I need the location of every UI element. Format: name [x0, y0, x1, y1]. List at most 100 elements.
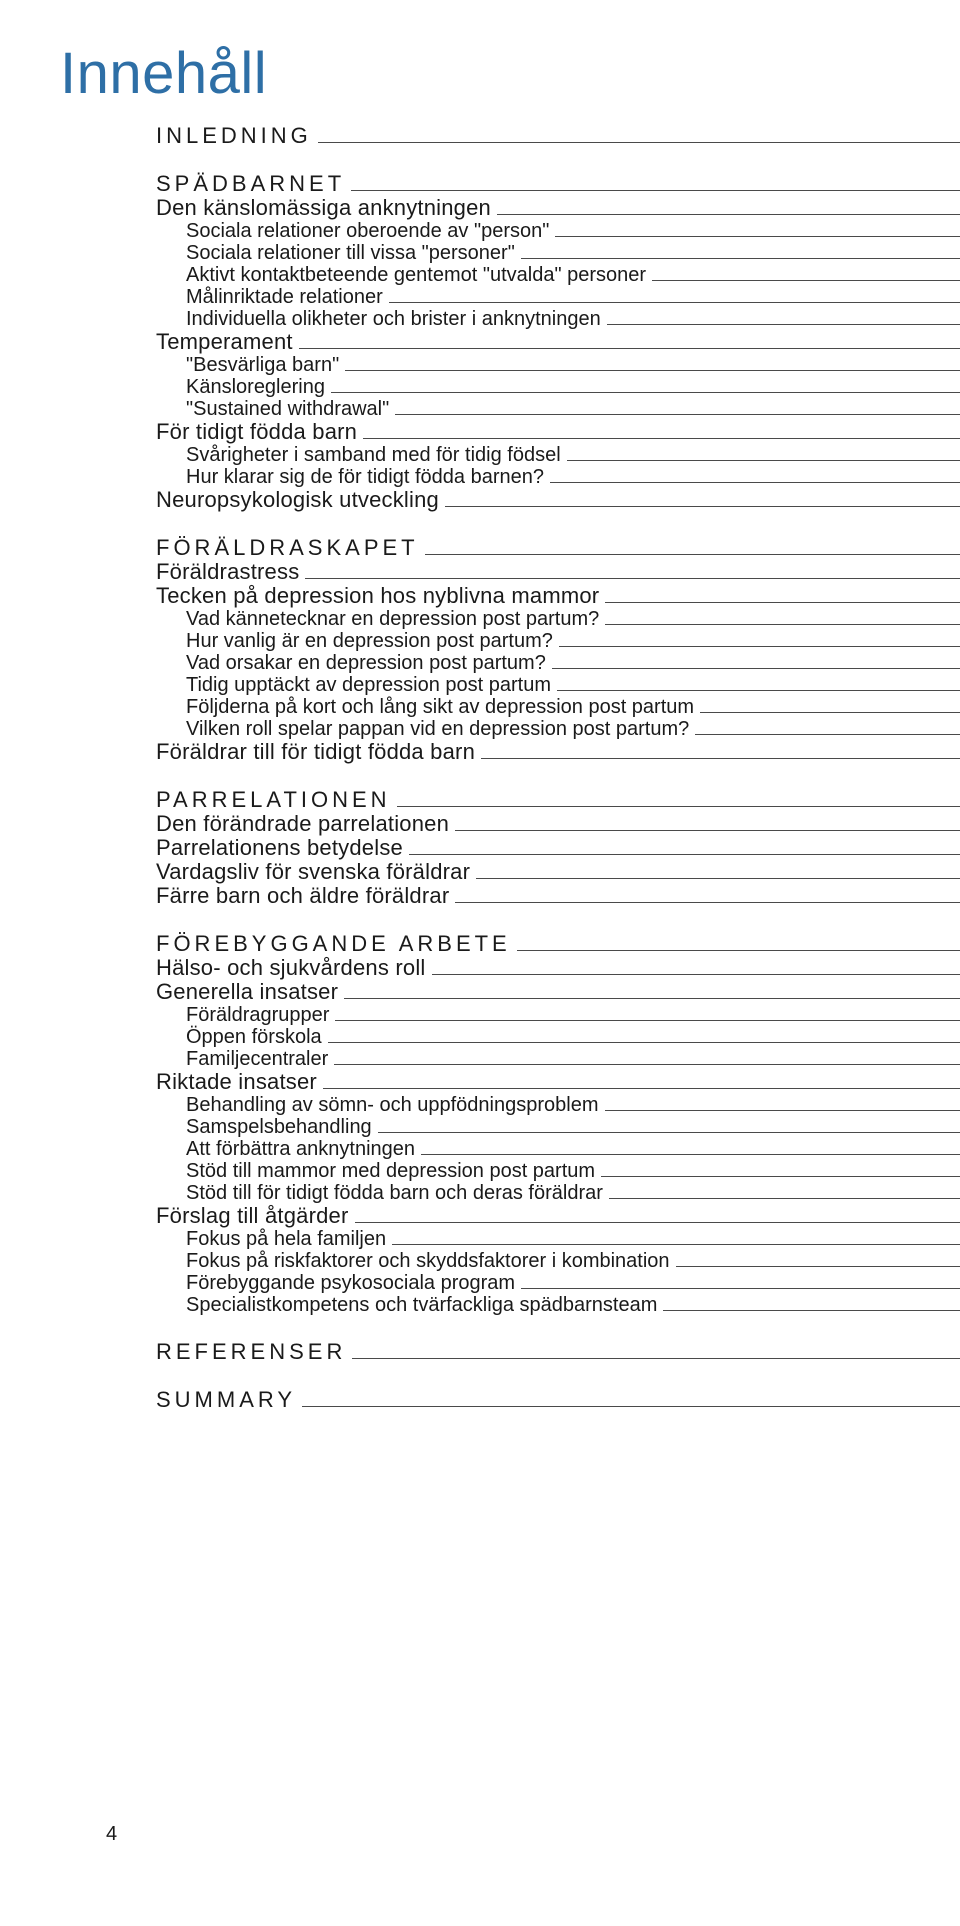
toc-entry-label: Parrelationens betydelse — [156, 837, 403, 859]
toc-row: Fokus på riskfaktorer och skyddsfaktorer… — [186, 1251, 960, 1271]
toc-leader-line — [609, 1198, 960, 1199]
toc-entry-label: Färre barn och äldre föräldrar — [156, 885, 449, 907]
toc-row: Fokus på hela familjen67 — [186, 1229, 960, 1249]
toc-entry-label: PARRELATIONEN — [156, 789, 391, 811]
toc-row: Familjecentraler56 — [186, 1049, 960, 1069]
toc-row: Hur klarar sig de för tidigt födda barne… — [186, 467, 960, 487]
toc-entry-label: Aktivt kontaktbeteende gentemot "utvalda… — [186, 265, 646, 285]
toc-entry-label: Fokus på hela familjen — [186, 1229, 386, 1249]
toc-entry-label: Föräldrastress — [156, 561, 299, 583]
toc-entry-label: Familjecentraler — [186, 1049, 328, 1069]
toc-entry-label: Målinriktade relationer — [186, 287, 383, 307]
toc-row: Riktade insatser57 — [156, 1071, 960, 1093]
toc-leader-line — [605, 624, 960, 625]
toc-leader-line — [397, 806, 960, 807]
toc-leader-line — [363, 438, 960, 439]
toc-entry-label: Specialistkompetens och tvärfackliga spä… — [186, 1295, 657, 1315]
toc-leader-line — [521, 258, 960, 259]
toc-leader-line — [323, 1088, 960, 1089]
toc-entry-label: Tidig upptäckt av depression post partum — [186, 675, 551, 695]
toc-row: Föräldragrupper54 — [186, 1005, 960, 1025]
toc-row: Samspelsbehandling59 — [186, 1117, 960, 1137]
toc-leader-line — [481, 758, 960, 759]
toc-row: Färre barn och äldre föräldrar49 — [156, 885, 960, 907]
toc-leader-line — [331, 392, 960, 393]
toc-row: Tidig upptäckt av depression post partum… — [186, 675, 960, 695]
toc-entry-label: INLEDNING — [156, 125, 312, 147]
toc-leader-line — [425, 554, 960, 555]
toc-entry-label: Svårigheter i samband med för tidig föds… — [186, 445, 561, 465]
toc-row: Neuropsykologisk utveckling26 — [156, 489, 960, 511]
toc-leader-line — [497, 214, 960, 215]
toc-leader-line — [555, 236, 960, 237]
toc-entry-label: Generella insatser — [156, 981, 338, 1003]
toc-entry-label: Hur vanlig är en depression post partum? — [186, 631, 553, 651]
toc-entry-label: SUMMARY — [156, 1389, 296, 1411]
toc-entry-label: Följderna på kort och lång sikt av depre… — [186, 697, 694, 717]
toc-entry-label: Den förändrade parrelationen — [156, 813, 449, 835]
toc-leader-line — [299, 348, 960, 349]
toc-leader-line — [607, 324, 960, 325]
toc-leader-line — [395, 414, 960, 415]
toc-entry-label: Sociala relationer till vissa "personer" — [186, 243, 515, 263]
toc-leader-line — [517, 950, 960, 951]
toc-entry-label: Fokus på riskfaktorer och skyddsfaktorer… — [186, 1251, 670, 1271]
toc-row: Att förbättra anknytningen61 — [186, 1139, 960, 1159]
toc-entry-label: Föräldragrupper — [186, 1005, 329, 1025]
toc-row: FÖREBYGGANDE ARBETE52 — [156, 933, 960, 955]
toc-row: "Sustained withdrawal"23 — [186, 399, 960, 419]
toc-entry-label: Samspelsbehandling — [186, 1117, 372, 1137]
toc-entry-label: Hälso- och sjukvårdens roll — [156, 957, 426, 979]
toc-row: Vad orsakar en depression post partum?34 — [186, 653, 960, 673]
toc-row: Målinriktade relationer15 — [186, 287, 960, 307]
toc-entry-label: Individuella olikheter och brister i ank… — [186, 309, 601, 329]
toc-entry-label: Riktade insatser — [156, 1071, 317, 1093]
toc-leader-line — [652, 280, 960, 281]
toc-entry-label: Hur klarar sig de för tidigt födda barne… — [186, 467, 544, 487]
toc-row: Förebyggande psykosociala program69 — [186, 1273, 960, 1293]
toc-row: "Besvärliga barn"21 — [186, 355, 960, 375]
toc-row: Vad kännetecknar en depression post part… — [186, 609, 960, 629]
toc-leader-line — [445, 506, 960, 507]
toc-entry-label: Föräldrar till för tidigt födda barn — [156, 741, 475, 763]
toc-row: Svårigheter i samband med för tidig föds… — [186, 445, 960, 465]
toc-entry-label: Neuropsykologisk utveckling — [156, 489, 439, 511]
toc-row: Temperament20 — [156, 331, 960, 353]
toc-row: Sociala relationer till vissa "personer"… — [186, 243, 960, 263]
toc-entry-label: Förebyggande psykosociala program — [186, 1273, 515, 1293]
page-title: Innehåll — [60, 40, 960, 107]
toc-leader-line — [676, 1266, 960, 1267]
toc-leader-line — [605, 602, 960, 603]
toc-entry-label: Öppen förskola — [186, 1027, 322, 1047]
toc-leader-line — [318, 142, 960, 143]
toc-row: Hur vanlig är en depression post partum?… — [186, 631, 960, 651]
toc-leader-line — [552, 668, 960, 669]
toc-leader-line — [328, 1042, 960, 1043]
toc-leader-line — [700, 712, 960, 713]
toc-row: INLEDNING6 — [156, 125, 960, 147]
toc-row: Stöd till för tidigt födda barn och dera… — [186, 1183, 960, 1203]
toc-row: Aktivt kontaktbeteende gentemot "utvalda… — [186, 265, 960, 285]
toc-leader-line — [421, 1154, 960, 1155]
toc-row: Stöd till mammor med depression post par… — [186, 1161, 960, 1181]
toc-row: Den förändrade parrelationen43 — [156, 813, 960, 835]
toc-leader-line — [334, 1064, 960, 1065]
toc-row: Hälso- och sjukvårdens roll52 — [156, 957, 960, 979]
toc-row: Sociala relationer oberoende av "person"… — [186, 221, 960, 241]
toc-leader-line — [559, 646, 960, 647]
toc-leader-line — [432, 974, 960, 975]
toc-entry-label: Vilken roll spelar pappan vid en depress… — [186, 719, 689, 739]
toc-row: PARRELATIONEN42 — [156, 789, 960, 811]
toc-row: Den känslomässiga anknytningen10 — [156, 197, 960, 219]
toc-leader-line — [344, 998, 960, 999]
toc-leader-line — [663, 1310, 960, 1311]
toc-entry-label: REFERENSER — [156, 1341, 346, 1363]
toc-leader-line — [389, 302, 960, 303]
toc-leader-line — [455, 902, 960, 903]
toc-leader-line — [378, 1132, 960, 1133]
toc-row: REFERENSER72 — [156, 1341, 960, 1363]
table-of-contents: INLEDNING6SPÄDBARNET10Den känslomässiga … — [156, 125, 960, 1411]
toc-entry-label: "Sustained withdrawal" — [186, 399, 389, 419]
toc-entry-label: Tecken på depression hos nyblivna mammor — [156, 585, 599, 607]
toc-leader-line — [302, 1406, 960, 1407]
